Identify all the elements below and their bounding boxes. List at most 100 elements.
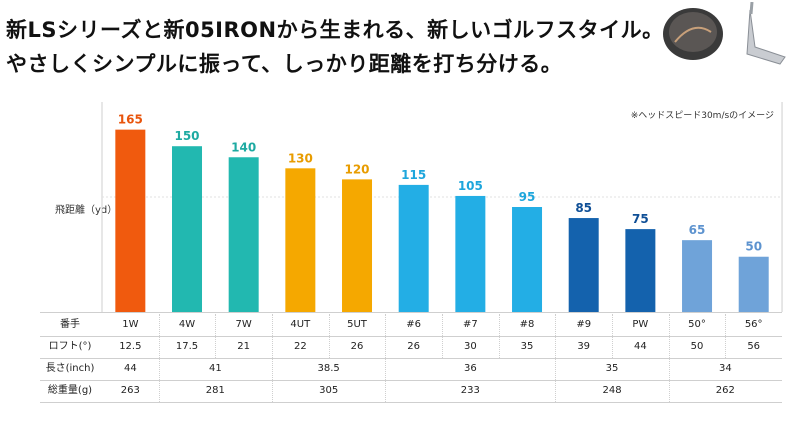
- table-row: 長さ(inch) 44 41 38.5 36 35 34: [0, 358, 800, 380]
- table-divider: [40, 336, 782, 337]
- table-cell-divider: [555, 336, 557, 358]
- table-row-header: 長さ(inch): [45, 363, 95, 374]
- bar-#7: [455, 195, 486, 312]
- table-cell-divider: [215, 336, 217, 358]
- table-cell: 21: [237, 341, 251, 352]
- table-cell-divider: [555, 358, 557, 380]
- bar-56°: [738, 256, 769, 312]
- table-cell: 17.5: [175, 341, 199, 352]
- y-axis-label: 飛距離（yd）: [55, 205, 118, 216]
- table-cell: #7: [462, 319, 478, 330]
- table-cell-divider: [158, 314, 160, 336]
- table-cell: 262: [715, 385, 735, 396]
- table-cell-divider: [612, 336, 614, 358]
- bar-5UT: [342, 179, 373, 312]
- table-row-header: 番手: [60, 319, 80, 330]
- bar-#6: [398, 184, 429, 312]
- table-cell-divider: [328, 336, 330, 358]
- table-row-header: 総重量(g): [47, 385, 93, 396]
- bar-1W: [115, 129, 146, 312]
- table-row: ロフト(°) 12.5 17.5 21 22 26 26 30 35 39 44 50 56: [0, 336, 800, 358]
- table-cell-divider: [668, 314, 670, 336]
- bar-#8: [512, 207, 543, 312]
- table-row: 総重量(g) 263 281 305 233 248 262: [0, 380, 800, 402]
- data-label-56°: 50: [745, 240, 762, 254]
- data-label-7W: 140: [231, 140, 256, 154]
- data-label-50°: 65: [689, 223, 706, 237]
- table-divider: [40, 358, 782, 359]
- table-cell: #6: [406, 319, 422, 330]
- table-cell: 5UT: [347, 319, 367, 330]
- table-cell: 305: [319, 385, 339, 396]
- table-cell: 7W: [235, 319, 252, 330]
- table-cell-divider: [612, 314, 614, 336]
- table-cell: 50°: [688, 319, 706, 330]
- table-divider: [40, 312, 782, 313]
- table-cell: #8: [519, 319, 535, 330]
- table-cell: 38.5: [317, 363, 340, 374]
- bar-7W: [228, 157, 259, 312]
- table-cell: 50: [690, 341, 704, 352]
- table-cell-divider: [385, 314, 387, 336]
- table-cell: 4W: [178, 319, 196, 330]
- iron-head-icon: [746, 9, 786, 65]
- table-cell: 44: [633, 341, 647, 352]
- table-cell: 233: [460, 385, 480, 396]
- table-cell: 41: [208, 363, 222, 374]
- table-row-header: ロフト(°): [48, 341, 92, 352]
- table-cell-divider: [442, 314, 444, 336]
- table-cell-divider: [442, 336, 444, 358]
- table-divider: [40, 380, 782, 381]
- table-cell-divider: [158, 380, 160, 402]
- table-cell-divider: [498, 336, 500, 358]
- table-divider: [40, 402, 782, 403]
- table-cell-divider: [158, 336, 160, 358]
- table-cell-divider: [272, 314, 273, 336]
- table-cell-divider: [555, 314, 557, 336]
- data-label-5UT: 120: [344, 162, 369, 176]
- table-cell: 281: [205, 385, 225, 396]
- table-cell-divider: [668, 358, 670, 380]
- bar-PW: [625, 229, 656, 312]
- table-cell: 44: [123, 363, 137, 374]
- table-cell: 35: [520, 341, 534, 352]
- table-cell: 4UT: [290, 319, 311, 330]
- headline-line-2: やさしくシンプルに振って、しっかり距離を打ち分ける。: [6, 52, 563, 76]
- table-cell-divider: [385, 380, 387, 402]
- table-cell-divider: [158, 358, 160, 380]
- table-cell-divider: [385, 358, 387, 380]
- table-cell: 35: [605, 363, 619, 374]
- table-row: 番手 1W 4W 7W 4UT 5UT #6 #7 #8 #9 PW 50° 56°: [0, 314, 800, 336]
- table-cell-divider: [725, 336, 727, 358]
- table-cell: 22: [293, 341, 307, 352]
- golf-clubs-image: [663, 2, 786, 65]
- table-cell: 1W: [122, 319, 139, 330]
- table-cell: 56: [747, 341, 761, 352]
- table-cell-divider: [668, 336, 670, 358]
- table-cell-divider: [555, 380, 557, 402]
- table-cell: 26: [350, 341, 364, 352]
- table-cell-divider: [272, 380, 273, 402]
- data-label-1W: 165: [118, 113, 143, 127]
- data-label-4W: 150: [174, 129, 199, 143]
- bar-50°: [682, 240, 713, 312]
- table-cell-divider: [215, 314, 217, 336]
- data-label-PW: 75: [632, 212, 649, 226]
- table-cell-divider: [668, 380, 670, 402]
- bar-#9: [568, 218, 599, 312]
- data-label-#6: 115: [401, 168, 426, 182]
- table-cell-divider: [272, 358, 273, 380]
- bar-4W: [172, 146, 203, 312]
- table-cell: 263: [120, 385, 140, 396]
- table-cell-divider: [498, 314, 500, 336]
- table-cell-divider: [272, 336, 273, 358]
- table-cell: #9: [576, 319, 592, 330]
- table-cell: 30: [463, 341, 477, 352]
- table-cell: 39: [577, 341, 591, 352]
- data-label-#7: 105: [458, 179, 483, 193]
- table-cell: 248: [602, 385, 622, 396]
- table-cell: 12.5: [119, 341, 142, 352]
- table-cell: 56°: [744, 319, 763, 330]
- data-label-4UT: 130: [288, 151, 313, 165]
